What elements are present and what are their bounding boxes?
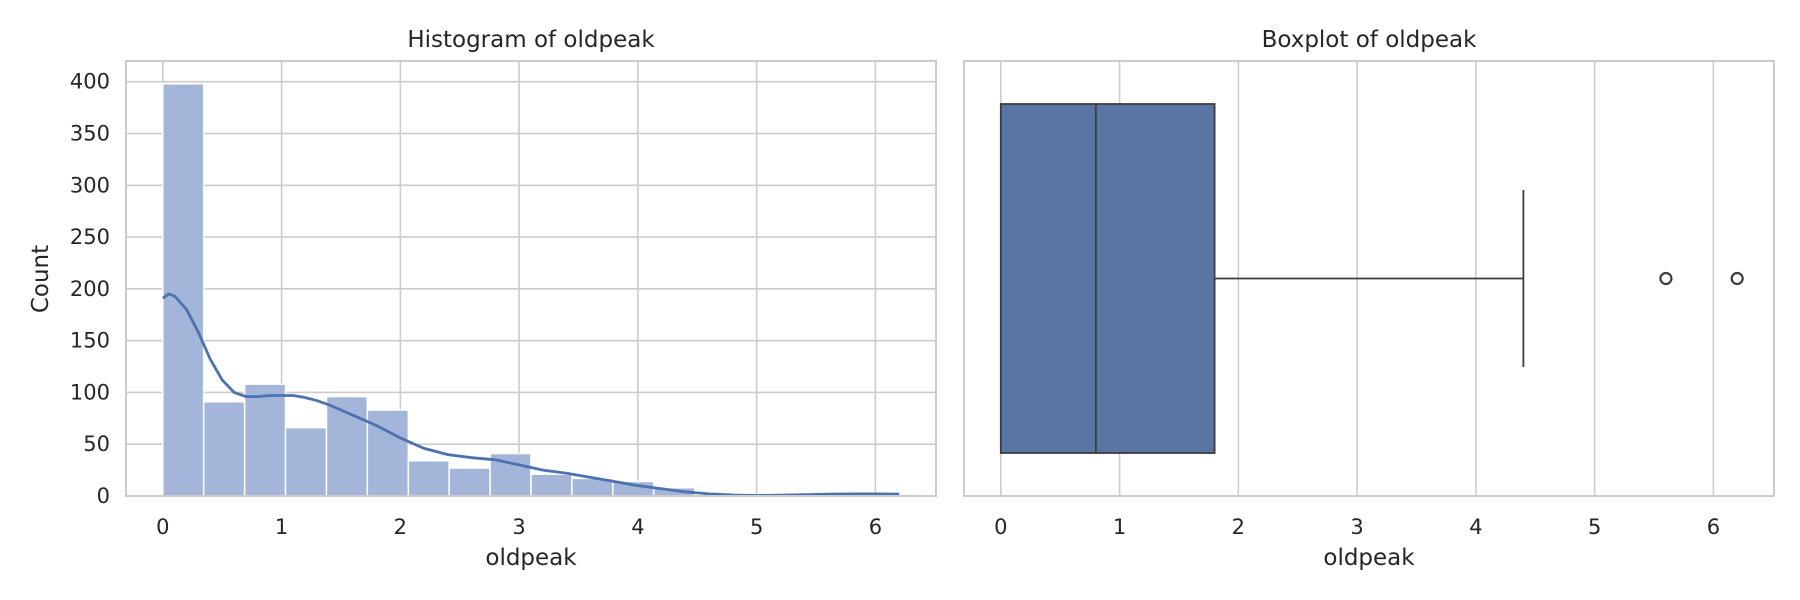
- y-tick-label: 150: [70, 329, 110, 353]
- histogram-panel: 0 1 2 3 4 5 6 0 50 100 150 200 250 300 350 400 Histogr…: [28, 27, 937, 571]
- x-tick-label: 2: [394, 515, 407, 539]
- histogram-bar: [448, 467, 491, 497]
- histogram-bar: [202, 401, 246, 497]
- x-tick-label: 1: [1113, 515, 1126, 539]
- y-tick-label: 300: [70, 173, 110, 197]
- histogram-y-label: Count: [28, 245, 54, 313]
- box-iqr: [999, 103, 1216, 454]
- y-tick-label: 350: [70, 122, 110, 146]
- x-tick-label: 4: [1469, 515, 1482, 539]
- x-tick-label: 3: [1350, 515, 1363, 539]
- y-tick-label: 400: [70, 70, 110, 94]
- histogram-bar: [530, 473, 573, 497]
- histogram-bar: [284, 426, 328, 497]
- y-tick-label: 200: [70, 277, 110, 301]
- boxplot-x-label: oldpeak: [1323, 545, 1415, 571]
- histogram-frame: [125, 60, 937, 497]
- box-outlier-point: [1730, 271, 1744, 286]
- histogram-bar: [162, 83, 205, 497]
- boxplot-frame: [963, 60, 1775, 497]
- y-tick-label: 0: [97, 484, 110, 508]
- histogram-title: Histogram of oldpeak: [407, 27, 655, 53]
- boxplot-title: Boxplot of oldpeak: [1262, 27, 1478, 53]
- x-tick-label: 6: [869, 515, 882, 539]
- x-tick-label: 0: [994, 515, 1007, 539]
- x-tick-label: 2: [1232, 515, 1245, 539]
- x-tick-label: 5: [750, 515, 763, 539]
- x-tick-label: 6: [1707, 515, 1720, 539]
- x-tick-label: 0: [156, 515, 169, 539]
- histogram-bar: [243, 383, 287, 497]
- x-tick-label: 1: [275, 515, 288, 539]
- x-tick-label: 5: [1588, 515, 1601, 539]
- box-outlier-point: [1659, 271, 1673, 286]
- y-tick-label: 100: [70, 380, 110, 404]
- histogram-x-label: oldpeak: [485, 545, 577, 571]
- y-tick-label: 250: [70, 225, 110, 249]
- histogram-bar: [407, 460, 450, 497]
- y-tick-label: 50: [83, 432, 110, 456]
- x-tick-label: 4: [631, 515, 644, 539]
- boxplot-panel: 0 1 2 3 4 5 6 Boxplot of oldpeak oldpeak: [963, 27, 1775, 571]
- x-tick-label: 3: [512, 515, 525, 539]
